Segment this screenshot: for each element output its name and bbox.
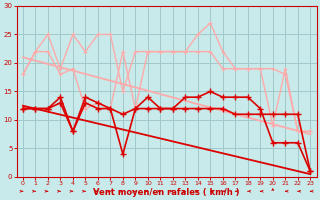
- X-axis label: Vent moyen/en rafales ( km/h ): Vent moyen/en rafales ( km/h ): [93, 188, 240, 197]
